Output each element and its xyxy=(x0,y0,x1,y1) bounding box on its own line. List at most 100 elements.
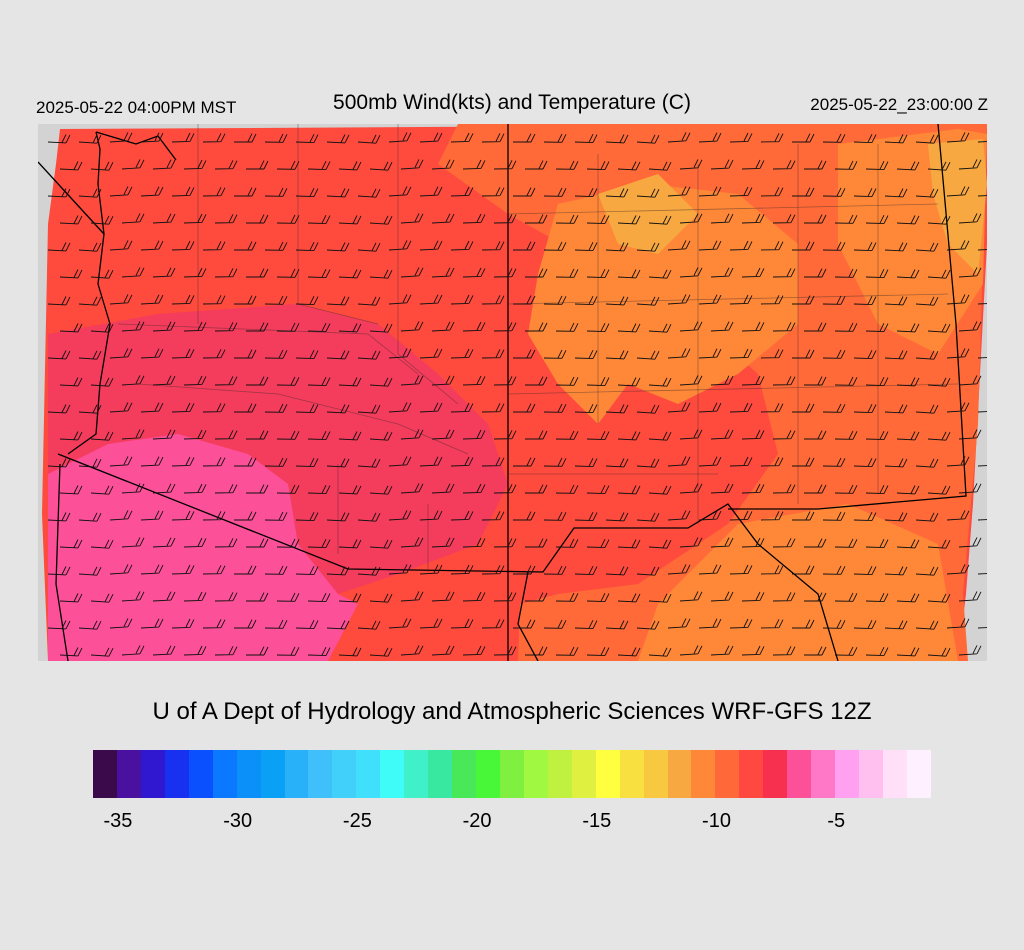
border-line xyxy=(57,453,839,661)
wind-barb xyxy=(78,134,102,144)
wind-barb xyxy=(605,566,629,576)
wind-barb xyxy=(555,538,579,548)
wind-barb xyxy=(525,214,548,224)
wind-barb xyxy=(246,214,269,224)
wind-barb xyxy=(605,350,629,360)
wind-barb xyxy=(617,323,641,333)
colorbar-swatch xyxy=(260,750,285,798)
wind-barb xyxy=(202,565,226,575)
wind-barb xyxy=(90,539,114,549)
wind-barb xyxy=(246,268,269,278)
wind-barb xyxy=(493,646,517,656)
wind-barb xyxy=(822,565,846,575)
colorbar-swatch xyxy=(236,750,261,798)
wind-barb xyxy=(884,458,908,468)
wind-barb xyxy=(152,429,176,440)
wind-barb xyxy=(234,565,257,575)
wind-barb xyxy=(171,132,195,143)
wind-barb xyxy=(896,323,920,333)
wind-barb xyxy=(78,188,102,198)
wind-barb xyxy=(760,511,784,521)
wind-barb xyxy=(586,484,610,495)
wind-barb xyxy=(388,618,412,629)
wind-barb xyxy=(617,161,641,171)
wind-barb xyxy=(246,484,269,494)
wind-barb xyxy=(59,647,83,657)
wind-barb xyxy=(78,404,102,414)
wind-barb xyxy=(792,403,815,413)
wind-barb xyxy=(667,402,691,413)
wind-barb xyxy=(729,348,753,359)
wind-barb xyxy=(214,484,238,494)
wind-barb xyxy=(276,376,300,386)
county-line xyxy=(507,203,939,215)
wind-barb xyxy=(865,322,889,333)
wind-barb xyxy=(369,647,393,657)
wind-barb xyxy=(202,619,226,629)
wind-barb xyxy=(760,349,784,359)
wind-barb xyxy=(792,349,815,359)
wind-barb xyxy=(896,161,920,171)
wind-barb xyxy=(400,537,424,548)
wind-barb xyxy=(741,429,765,440)
wind-barb xyxy=(884,404,908,414)
wind-barb xyxy=(884,512,908,522)
wind-barb xyxy=(140,564,164,575)
wind-barbs xyxy=(47,132,987,657)
wind-barb xyxy=(555,214,579,224)
wind-barb xyxy=(513,565,536,575)
wind-barb xyxy=(667,510,691,521)
wind-barb xyxy=(977,249,987,251)
colorbar-swatch xyxy=(308,750,333,798)
wind-barb xyxy=(804,592,827,602)
colorbar-tick-label: -10 xyxy=(702,810,731,832)
wind-barb xyxy=(946,456,970,467)
wind-barb xyxy=(326,458,350,468)
wind-barb xyxy=(617,431,641,441)
wind-barb xyxy=(152,483,176,494)
wind-barb xyxy=(214,214,238,224)
wind-barb xyxy=(679,213,703,224)
colorbar-swatch xyxy=(380,750,405,798)
wind-barb xyxy=(977,465,987,467)
wind-barb xyxy=(202,349,226,359)
wind-barb xyxy=(927,269,951,279)
wind-barb xyxy=(481,457,505,467)
wind-barb xyxy=(109,348,133,359)
wind-barb xyxy=(710,159,734,170)
wind-barb xyxy=(59,593,83,603)
wind-barb xyxy=(741,483,765,494)
wind-barb xyxy=(400,321,424,332)
wind-barb xyxy=(431,591,455,602)
wind-barb xyxy=(109,240,133,251)
wind-barb xyxy=(171,564,195,575)
wind-barb xyxy=(431,483,455,494)
colorbar-swatch xyxy=(739,750,764,798)
wind-barb xyxy=(834,322,858,332)
wind-barb xyxy=(946,240,970,251)
wind-barb xyxy=(78,296,102,306)
wind-barb xyxy=(760,241,784,251)
colorbar-swatch xyxy=(523,750,548,798)
wind-barb xyxy=(679,537,703,548)
wind-barb xyxy=(202,457,226,467)
wind-barb xyxy=(109,618,133,629)
wind-barb xyxy=(47,188,71,198)
wind-barb xyxy=(586,430,610,441)
wind-barb xyxy=(295,403,319,414)
wind-barb xyxy=(698,510,722,521)
wind-barb xyxy=(958,591,982,602)
temperature-colorbar xyxy=(93,750,931,798)
wind-barb xyxy=(648,215,672,225)
wind-barb xyxy=(47,566,71,576)
colorbar-swatch xyxy=(93,750,117,798)
wind-barb xyxy=(884,242,908,252)
wind-barb xyxy=(90,647,114,657)
temp-warmer-3 xyxy=(638,504,958,661)
wind-barb xyxy=(450,240,474,251)
wind-barb xyxy=(513,295,536,305)
colorbar-tick-label: -35 xyxy=(103,810,133,832)
wind-barb xyxy=(183,159,207,170)
wind-barb xyxy=(264,565,288,575)
wind-barb xyxy=(388,186,412,197)
